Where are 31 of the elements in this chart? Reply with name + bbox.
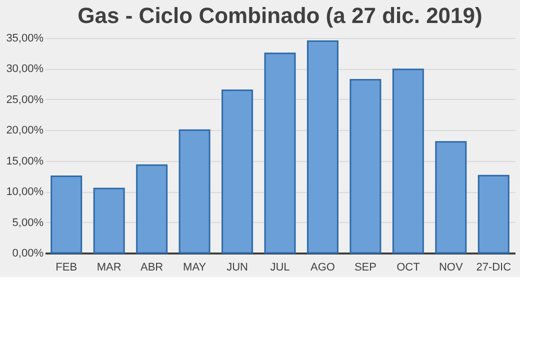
bar xyxy=(392,68,424,254)
x-tick-label: MAY xyxy=(183,262,207,274)
bar xyxy=(222,89,254,254)
x-tick-label: ABR xyxy=(140,262,164,274)
y-tick-label: 30,00% xyxy=(6,63,44,76)
x-tick-label: OCT xyxy=(396,262,420,274)
bar xyxy=(50,175,82,254)
bar xyxy=(435,141,467,254)
bar xyxy=(178,129,210,254)
chart-title: Gas - Ciclo Combinado (a 27 dic. 2019) xyxy=(78,3,482,28)
bar xyxy=(264,52,296,254)
y-tick-label: 35,00% xyxy=(6,32,44,44)
x-tick-label: JUN xyxy=(226,262,248,274)
x-tick-label: 27-DIC xyxy=(476,262,512,274)
x-tick-label: NOV xyxy=(438,262,464,274)
y-tick-label: 20,00% xyxy=(6,124,44,137)
bar xyxy=(93,188,125,254)
y-tick-label: 5,00% xyxy=(12,216,44,229)
x-tick-label: JUL xyxy=(270,262,290,274)
x-tick-label: AGO xyxy=(310,262,336,274)
x-tick-label: FEB xyxy=(56,262,78,274)
x-tick-label: SEP xyxy=(354,262,376,274)
bar xyxy=(136,164,168,254)
y-tick-label: 15,00% xyxy=(6,155,44,168)
y-tick-label: 0,00% xyxy=(12,248,44,260)
x-tick-label: MAR xyxy=(96,262,122,274)
bar xyxy=(306,40,338,254)
bar xyxy=(478,174,510,254)
y-tick-label: 10,00% xyxy=(6,186,44,198)
y-tick-label: 25,00% xyxy=(6,94,44,106)
bar xyxy=(350,79,382,254)
